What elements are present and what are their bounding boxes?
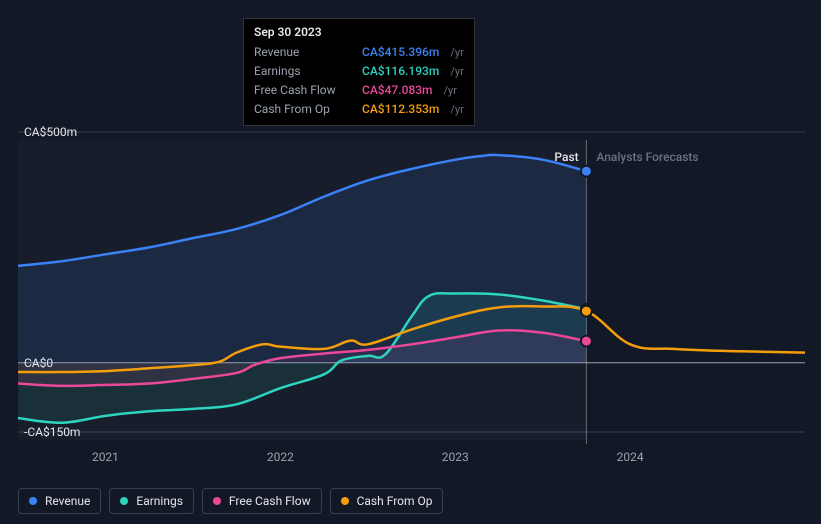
legend-label: Cash From Op bbox=[357, 494, 433, 508]
y-axis-tick-label: CA$500m bbox=[24, 125, 77, 139]
legend-item-earnings[interactable]: Earnings bbox=[109, 488, 194, 514]
chart-tooltip: Sep 30 2023 Revenue CA$415.396m /yr Earn… bbox=[243, 18, 475, 126]
tooltip-value: CA$116.193m bbox=[362, 62, 439, 80]
x-axis-tick-label: 2021 bbox=[92, 450, 119, 464]
tooltip-row-earnings: Earnings CA$116.193m /yr bbox=[254, 62, 464, 81]
y-axis-tick-label: CA$0 bbox=[24, 356, 53, 370]
tooltip-value: CA$415.396m bbox=[362, 43, 439, 61]
tooltip-unit: /yr bbox=[450, 101, 463, 119]
tooltip-unit: /yr bbox=[450, 63, 463, 81]
tooltip-row-fcf: Free Cash Flow CA$47.083m /yr bbox=[254, 81, 464, 100]
legend-label: Earnings bbox=[136, 494, 183, 508]
tooltip-label: Free Cash Flow bbox=[254, 81, 354, 99]
past-section-label: Past bbox=[554, 150, 578, 164]
x-axis-tick-label: 2024 bbox=[617, 450, 644, 464]
legend-label: Free Cash Flow bbox=[229, 494, 311, 508]
legend-item-cfo[interactable]: Cash From Op bbox=[330, 488, 444, 514]
legend-dot-icon bbox=[213, 497, 221, 505]
tooltip-unit: /yr bbox=[444, 82, 457, 100]
tooltip-label: Cash From Op bbox=[254, 100, 354, 118]
legend-label: Revenue bbox=[45, 494, 90, 508]
tooltip-date: Sep 30 2023 bbox=[254, 25, 464, 39]
chart-legend: Revenue Earnings Free Cash Flow Cash Fro… bbox=[18, 488, 443, 514]
legend-item-fcf[interactable]: Free Cash Flow bbox=[202, 488, 322, 514]
financials-chart: { "tooltip": { "date": "Sep 30 2023", "r… bbox=[0, 0, 821, 524]
tooltip-row-revenue: Revenue CA$415.396m /yr bbox=[254, 43, 464, 62]
tooltip-value: CA$47.083m bbox=[362, 81, 433, 99]
tooltip-label: Revenue bbox=[254, 43, 354, 61]
tooltip-unit: /yr bbox=[450, 44, 463, 62]
x-axis-tick-label: 2023 bbox=[442, 450, 469, 464]
legend-dot-icon bbox=[120, 497, 128, 505]
tooltip-label: Earnings bbox=[254, 62, 354, 80]
y-axis-tick-label: -CA$150m bbox=[24, 425, 80, 439]
forecast-section-label: Analysts Forecasts bbox=[596, 150, 698, 164]
x-axis-tick-label: 2022 bbox=[267, 450, 294, 464]
legend-dot-icon bbox=[29, 497, 37, 505]
legend-dot-icon bbox=[341, 497, 349, 505]
legend-item-revenue[interactable]: Revenue bbox=[18, 488, 101, 514]
tooltip-value: CA$112.353m bbox=[362, 100, 439, 118]
tooltip-row-cfo: Cash From Op CA$112.353m /yr bbox=[254, 100, 464, 119]
